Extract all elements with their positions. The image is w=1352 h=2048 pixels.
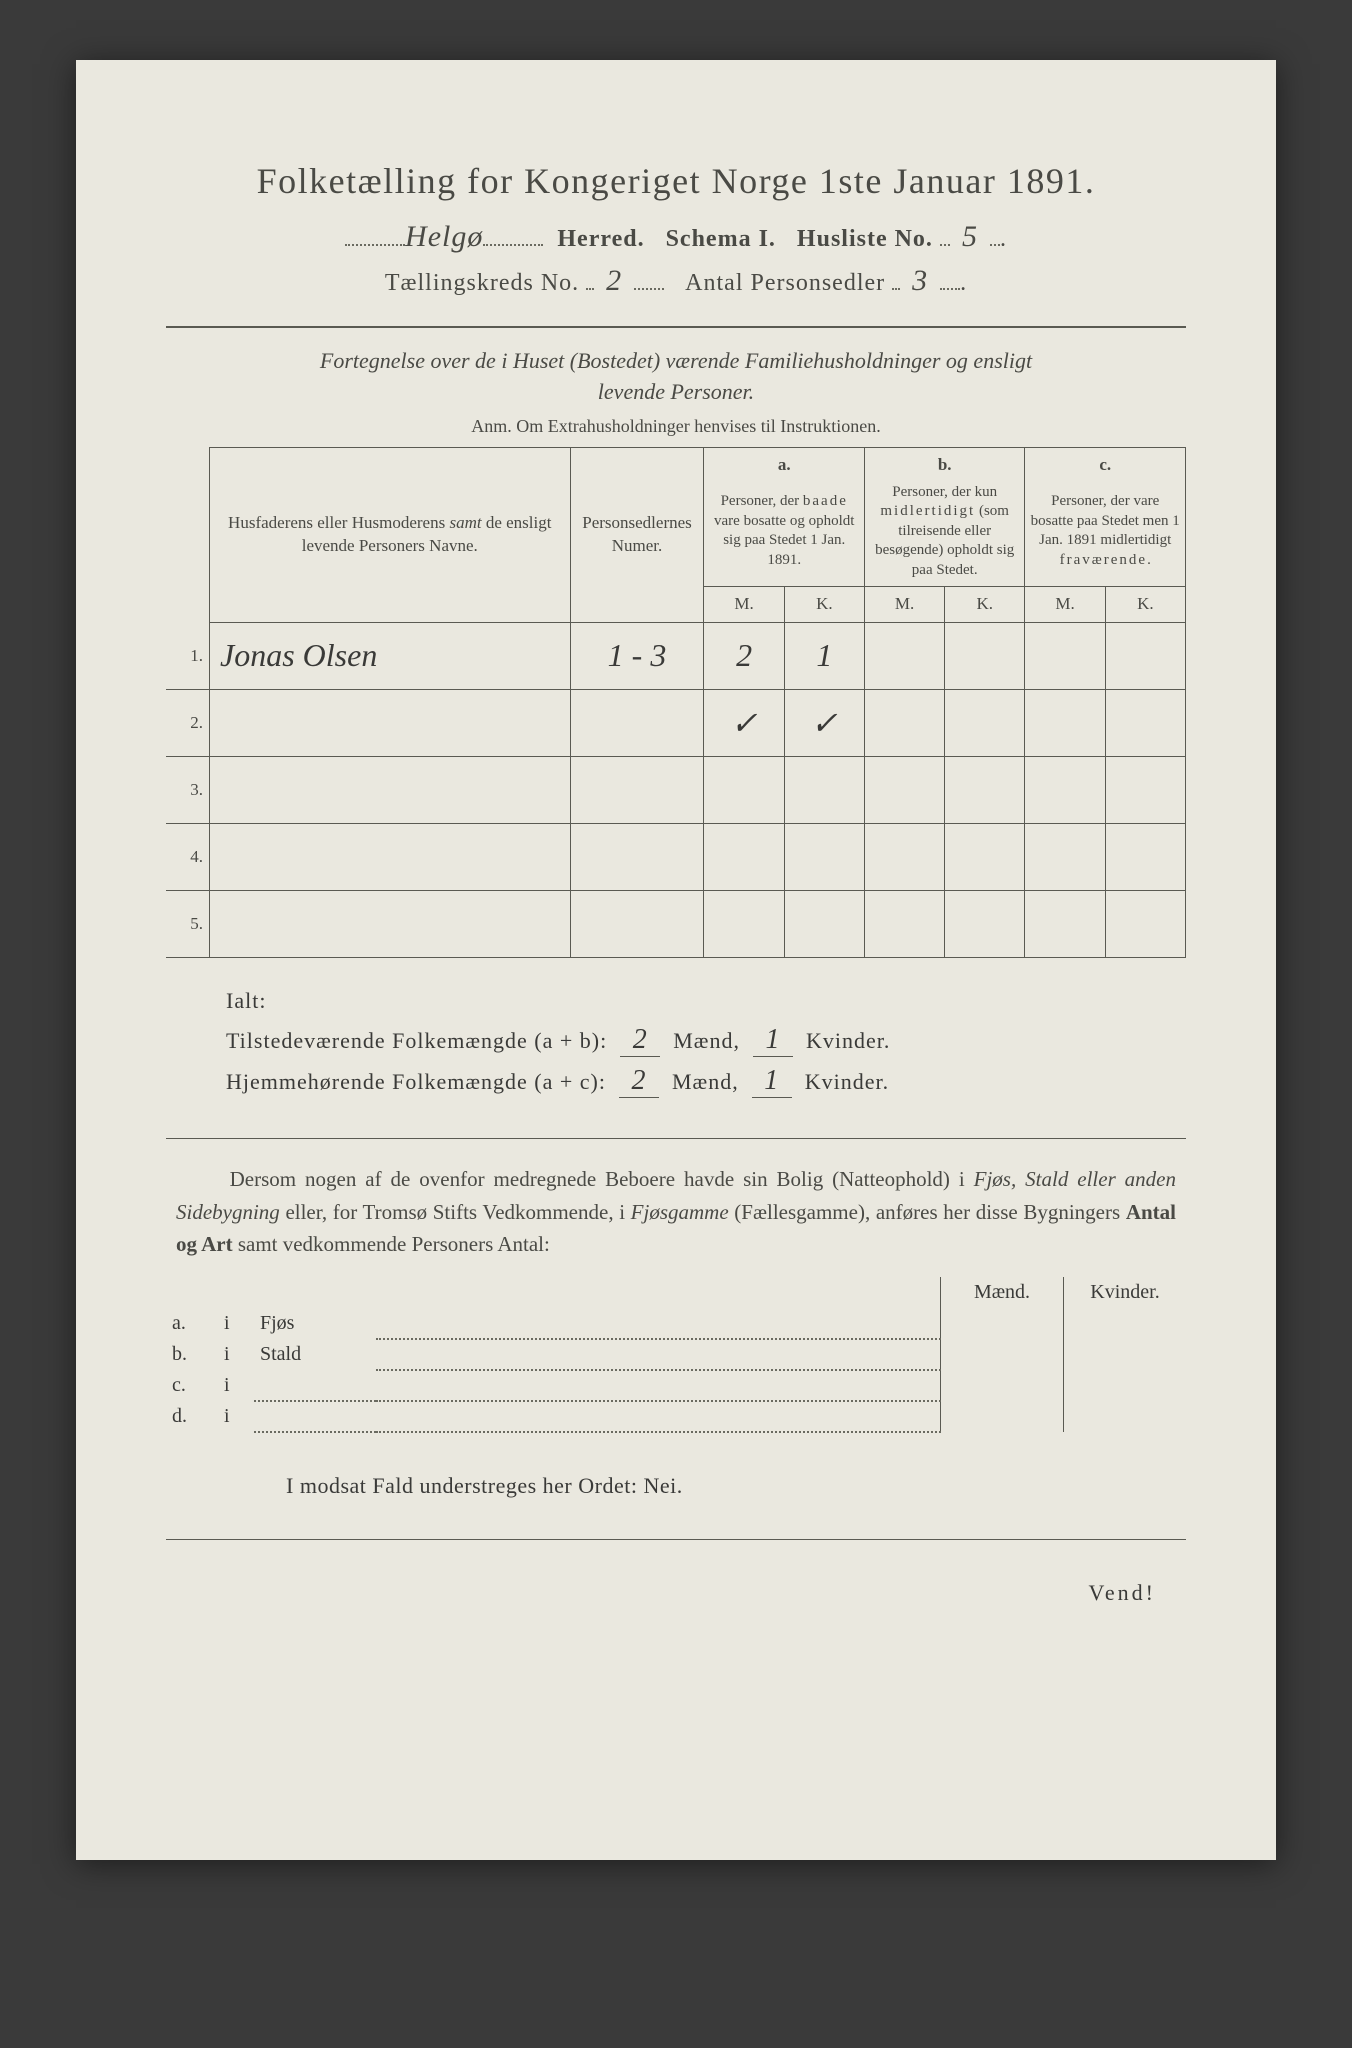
building-row: c. i bbox=[166, 1370, 1186, 1401]
col-b-k: K. bbox=[945, 587, 1025, 623]
totals-ab-k: 1 bbox=[753, 1024, 793, 1057]
modsat-line: I modsat Fald understreges her Ordet: Ne… bbox=[286, 1473, 1186, 1499]
herred-value: Helgø bbox=[405, 220, 483, 254]
byg-kvinder: Kvinder. bbox=[1064, 1277, 1187, 1308]
husliste-value: 5 bbox=[950, 220, 990, 254]
row-name: Jonas Olsen bbox=[220, 637, 377, 673]
divider bbox=[166, 1138, 1186, 1139]
byg-maend: Mænd. bbox=[941, 1277, 1064, 1308]
building-header: Mænd. Kvinder. bbox=[166, 1277, 1186, 1308]
building-row: b. i Stald bbox=[166, 1339, 1186, 1370]
building-row: a. i Fjøs bbox=[166, 1308, 1186, 1339]
col-b-m: M. bbox=[864, 587, 944, 623]
col-name-header: Husfaderens eller Husmoderens samt de en… bbox=[210, 447, 571, 622]
totals-ac-m: 2 bbox=[619, 1065, 659, 1098]
census-form-page: Folketælling for Kongeriget Norge 1ste J… bbox=[76, 60, 1276, 1860]
totals-ac-label: Hjemmehørende Folkemængde (a + c): bbox=[226, 1069, 606, 1094]
page-title: Folketælling for Kongeriget Norge 1ste J… bbox=[166, 160, 1186, 202]
col-numer-header: Personsedlernes Numer. bbox=[570, 447, 704, 622]
row-numer: 1 - 3 bbox=[608, 637, 667, 673]
kreds-value: 2 bbox=[594, 264, 634, 298]
fortegnelse-line1: Fortegnelse over de i Huset (Bostedet) v… bbox=[320, 348, 1032, 373]
col-a-label: a. bbox=[704, 447, 864, 476]
totals-line-2: Hjemmehørende Folkemængde (a + c): 2 Mæn… bbox=[226, 1065, 1186, 1098]
antal-label: Antal Personsedler bbox=[685, 270, 885, 296]
col-b-label: b. bbox=[864, 447, 1024, 476]
dersom-paragraph: Dersom nogen af de ovenfor medregnede Be… bbox=[176, 1163, 1176, 1261]
fortegnelse-heading: Fortegnelse over de i Huset (Bostedet) v… bbox=[206, 346, 1146, 408]
divider bbox=[166, 1539, 1186, 1540]
col-c-k: K. bbox=[1105, 587, 1185, 623]
table-row: 4. bbox=[166, 823, 1186, 890]
table-row: 3. bbox=[166, 756, 1186, 823]
schema-label: Schema I. bbox=[666, 226, 776, 252]
col-a-k: K. bbox=[784, 587, 864, 623]
table-row: 2. ✓ ✓ bbox=[166, 689, 1186, 756]
table-header-row-1: Husfaderens eller Husmoderens samt de en… bbox=[166, 447, 1186, 476]
header-line-2: Tællingskreds No. 2 Antal Personsedler 3… bbox=[166, 264, 1186, 298]
anm-note: Anm. Om Extrahusholdninger henvises til … bbox=[166, 416, 1186, 437]
household-table: Husfaderens eller Husmoderens samt de en… bbox=[166, 447, 1186, 958]
building-row: d. i bbox=[166, 1401, 1186, 1432]
header-line-1: Helgø Herred. Schema I. Husliste No. 5. bbox=[166, 220, 1186, 254]
vend-label: Vend! bbox=[166, 1580, 1186, 1606]
divider bbox=[166, 326, 1186, 328]
kreds-label: Tællingskreds No. bbox=[385, 270, 579, 296]
col-a-m: M. bbox=[704, 587, 784, 623]
col-c-m: M. bbox=[1025, 587, 1105, 623]
totals-ac-k: 1 bbox=[752, 1065, 792, 1098]
fortegnelse-line2: levende Personer. bbox=[598, 379, 754, 404]
building-table: Mænd. Kvinder. a. i Fjøs b. i Stald c. i… bbox=[166, 1277, 1186, 1433]
antal-value: 3 bbox=[900, 264, 940, 298]
totals-ab-label: Tilstedeværende Folkemængde (a + b): bbox=[226, 1028, 607, 1053]
table-row: 1. Jonas Olsen 1 - 3 2 1 bbox=[166, 622, 1186, 689]
table-row: 5. bbox=[166, 890, 1186, 957]
husliste-label: Husliste No. bbox=[797, 226, 933, 252]
totals-line-1: Tilstedeværende Folkemængde (a + b): 2 M… bbox=[226, 1024, 1186, 1057]
herred-label: Herred. bbox=[557, 226, 644, 252]
col-c-label: c. bbox=[1025, 447, 1186, 476]
ialt-label: Ialt: bbox=[226, 988, 1186, 1014]
totals-ab-m: 2 bbox=[620, 1024, 660, 1057]
